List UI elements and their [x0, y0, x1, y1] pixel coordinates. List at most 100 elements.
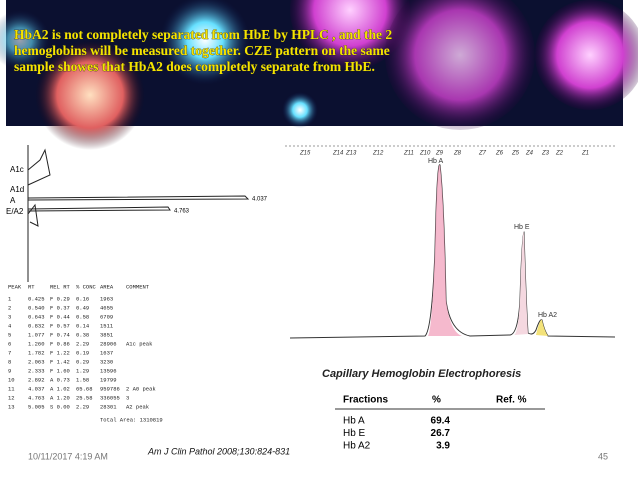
- cell: 0.29: [76, 358, 89, 365]
- zone-label: Z7: [478, 151, 487, 157]
- cell: 5.005: [28, 403, 45, 410]
- cell: 0.425: [28, 295, 45, 302]
- peak-value: 4.037: [252, 197, 268, 203]
- cell: 0.540: [28, 304, 45, 311]
- zone-label: Z15: [299, 151, 311, 157]
- cell: 28906: [100, 340, 117, 347]
- cell: 0.38: [76, 331, 89, 338]
- hplc-table: PEAK RT REL RT % CONC AREA COMMENT 1 0.425 F 0.2…: [8, 283, 156, 410]
- fraction-name: Hb A2: [343, 441, 371, 452]
- col-header: COMMENT: [126, 283, 150, 290]
- cell: 1.077: [28, 331, 45, 338]
- cell: 65.68: [76, 385, 93, 392]
- cell: 0.58: [76, 313, 89, 320]
- banner-text: sample showes that HbA2 does completely …: [14, 59, 375, 74]
- cell: F 0.29: [50, 295, 70, 302]
- zone-label: Z5: [511, 151, 520, 157]
- zone-label: Z14: [332, 151, 344, 157]
- peak-label: E/A2: [6, 207, 24, 216]
- cell: 1.260: [28, 340, 45, 347]
- cell: 0.49: [76, 304, 89, 311]
- total-area: Total Area: 1310819: [100, 416, 163, 423]
- cell: F 0.37: [50, 304, 70, 311]
- cell: 1.29: [76, 367, 89, 374]
- zone-label: Z8: [453, 151, 462, 157]
- cell: 0.19: [76, 349, 89, 356]
- peak-label: A: [10, 196, 16, 205]
- zone-label: Z13: [345, 151, 357, 157]
- col-header: Ref. %: [496, 395, 527, 406]
- cell: 336055: [100, 394, 120, 401]
- col-header: Fractions: [343, 395, 388, 406]
- zone-label: Z4: [525, 151, 534, 157]
- cell: 1: [8, 295, 12, 302]
- cell: 6: [8, 340, 11, 347]
- banner-text: HbA2 is not completely separated from Hb…: [14, 27, 392, 42]
- fraction-name: Hb E: [343, 428, 366, 439]
- cell: 8: [8, 358, 11, 365]
- cze-table: Hb A 69.4 Hb E 26.7 Hb A2 3.9: [343, 416, 450, 452]
- cell: 2.29: [76, 340, 89, 347]
- peak-name: Hb A: [428, 158, 444, 165]
- zone-label: Z1: [581, 151, 589, 157]
- col-header: REL RT: [50, 283, 71, 290]
- cell: 4.763: [28, 394, 45, 401]
- cell: 2.333: [28, 367, 45, 374]
- cell: 7: [8, 349, 11, 356]
- cell: 0.643: [28, 313, 45, 320]
- date: 10/11/2017 4:19 AM: [28, 451, 108, 461]
- cell: 2: [8, 304, 11, 311]
- cell: 959786: [100, 385, 120, 392]
- cell: F 0.57: [50, 322, 70, 329]
- cell: 2.29: [76, 403, 89, 410]
- zone-label: Z9: [435, 151, 444, 157]
- banner-text: hemoglobins will be measured together. C…: [14, 43, 390, 58]
- col-header: PEAK: [8, 283, 22, 290]
- cze-title: Capillary Hemoglobin Electrophoresis: [322, 368, 521, 380]
- cell: 3: [8, 313, 11, 320]
- cell: 5: [8, 331, 11, 338]
- cell: 28301: [100, 403, 117, 410]
- cell: 0.16: [76, 295, 89, 302]
- cell: 1637: [100, 349, 113, 356]
- zone-label: Z2: [555, 151, 564, 157]
- cell: 2.063: [28, 358, 45, 365]
- cell: 13596: [100, 367, 117, 374]
- zone-label: Z10: [419, 151, 431, 157]
- cell: 3851: [100, 331, 114, 338]
- cell: 4655: [100, 304, 113, 311]
- cell: 6709: [100, 313, 113, 320]
- peak-name: Hb E: [514, 224, 530, 231]
- cell: 9: [8, 367, 11, 374]
- fraction-value: 69.4: [431, 416, 451, 427]
- cell: F 1.60: [50, 367, 70, 374]
- cell: 2.892: [28, 376, 45, 383]
- cell: 10: [8, 376, 15, 383]
- cell: F 1.22: [50, 349, 70, 356]
- cell: 3: [126, 394, 129, 401]
- cell: 0.832: [28, 322, 45, 329]
- fraction-name: Hb A: [343, 416, 365, 427]
- zone-label: Z6: [495, 151, 504, 157]
- col-header: % CONC: [76, 283, 97, 290]
- col-header: AREA: [100, 283, 114, 290]
- zone-labels: Z15 Z14 Z13 Z12 Z11 Z10 Z9 Z8 Z7 Z6 Z5 Z4 Z3 Z2 Z1: [299, 151, 589, 157]
- peak-label: A1d: [10, 185, 24, 194]
- cell: F 0.74: [50, 331, 71, 338]
- cell: 11: [8, 385, 15, 392]
- cell: 3230: [100, 358, 113, 365]
- zone-label: Z12: [372, 151, 384, 157]
- peak-value: 4.763: [174, 209, 190, 215]
- cell: F 1.42: [50, 358, 70, 365]
- cell: A 1.02: [50, 385, 70, 392]
- cell: A 0.73: [50, 376, 70, 383]
- cell: A1c peak: [126, 340, 153, 347]
- page-number: 45: [598, 451, 608, 461]
- col-header: %: [432, 395, 441, 406]
- cell: 2 A0 peak: [126, 385, 156, 392]
- zone-label: Z3: [541, 151, 550, 157]
- cell: 19799: [100, 376, 117, 383]
- banner: [0, 0, 638, 150]
- cell: 4: [8, 322, 12, 329]
